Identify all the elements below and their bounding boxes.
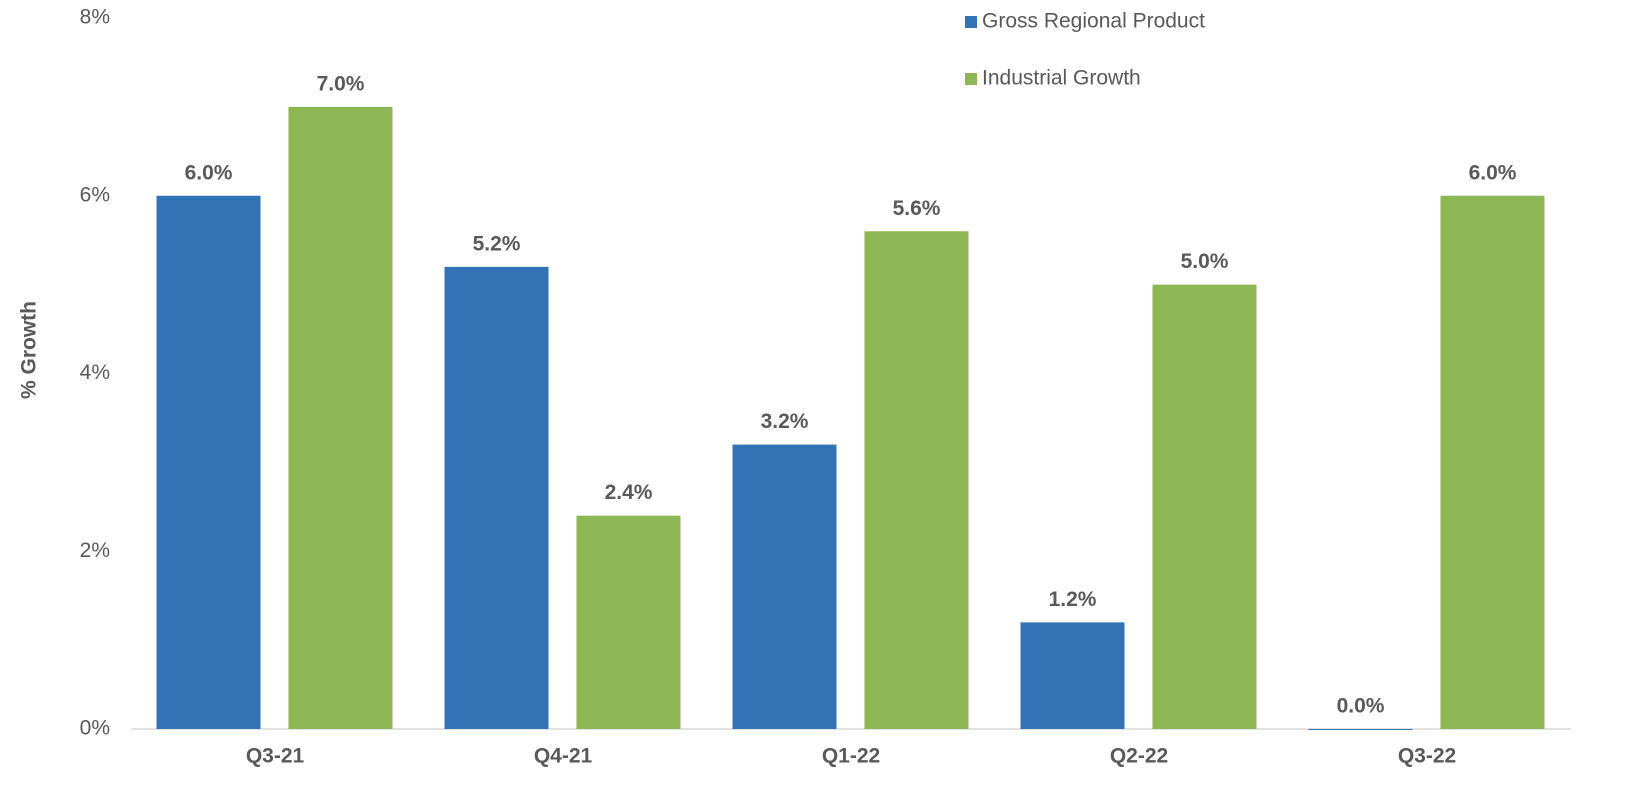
bar	[156, 195, 261, 729]
value-label: 5.6%	[893, 197, 941, 220]
value-label: 3.2%	[761, 410, 809, 433]
value-label: 6.0%	[1469, 161, 1517, 184]
legend-label: Gross Regional Product	[982, 10, 1205, 33]
y-tick-label: 8%	[80, 6, 110, 29]
bar	[1152, 284, 1257, 729]
value-label: 7.0%	[317, 72, 365, 95]
value-label: 2.4%	[605, 481, 653, 504]
y-tick-label: 2%	[80, 539, 110, 562]
x-tick-label: Q4-21	[534, 745, 593, 768]
y-axis-label: % Growth	[18, 301, 41, 399]
bar	[444, 266, 549, 729]
bar	[864, 231, 969, 730]
value-label: 0.0%	[1337, 695, 1385, 718]
legend-label: Industrial Growth	[982, 67, 1141, 90]
y-tick-label: 6%	[80, 183, 110, 206]
legend-swatch	[965, 16, 977, 28]
y-tick-label: 4%	[80, 361, 110, 384]
value-label: 5.0%	[1181, 250, 1229, 273]
bar	[576, 515, 681, 729]
x-tick-label: Q3-22	[1398, 745, 1456, 768]
bar	[1308, 729, 1413, 730]
value-label: 6.0%	[185, 161, 233, 184]
value-label: 5.2%	[473, 232, 521, 255]
x-tick-label: Q3-21	[246, 745, 305, 768]
legend-swatch	[965, 73, 977, 85]
value-label: 1.2%	[1049, 588, 1097, 611]
bar	[732, 444, 837, 729]
x-tick-label: Q2-22	[1110, 745, 1168, 768]
bar	[288, 106, 393, 729]
bar	[1020, 622, 1125, 729]
x-tick-label: Q1-22	[822, 745, 880, 768]
bar	[1440, 195, 1545, 729]
y-tick-label: 0%	[80, 717, 110, 740]
